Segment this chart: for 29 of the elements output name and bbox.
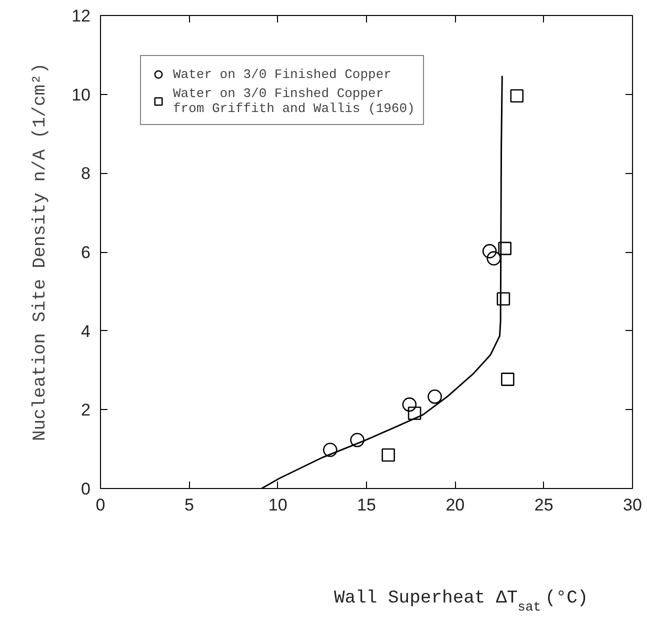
x-tick-label: 15 — [357, 496, 376, 514]
point — [350, 432, 364, 448]
x-tick-label: 10 — [268, 496, 288, 514]
point — [498, 242, 512, 256]
point — [382, 448, 395, 462]
point — [501, 372, 514, 386]
x-tick-label: 20 — [446, 496, 465, 514]
y-axis-title: Nucleation Site Density n/A (1/cm²) — [30, 62, 51, 442]
point — [496, 292, 510, 306]
point — [402, 397, 417, 412]
point — [322, 442, 338, 458]
y-tick-label: 12 — [72, 6, 91, 26]
point — [482, 244, 497, 258]
legend-label: Water on 3/0 Finished Copper — [173, 66, 392, 82]
point — [486, 251, 501, 266]
x-tick-label: 30 — [623, 496, 642, 514]
y-tick-label: 8 — [81, 164, 91, 184]
y-tick-label: 4 — [81, 322, 91, 341]
x-tick-label: 25 — [534, 496, 554, 514]
y-tick-label: 6 — [81, 243, 91, 262]
x-tick-label: 5 — [184, 496, 194, 514]
point — [408, 406, 422, 420]
y-tick-label: 10 — [72, 85, 91, 104]
y-tick-label: 2 — [81, 400, 91, 420]
x-tick-label: 0 — [96, 496, 106, 514]
point — [428, 390, 442, 404]
y-tick-label: 0 — [81, 480, 91, 498]
point — [510, 89, 524, 103]
legend-label: Water on 3/0 Finshed Copper from Griffith and Wallis (1960) — [173, 86, 415, 116]
